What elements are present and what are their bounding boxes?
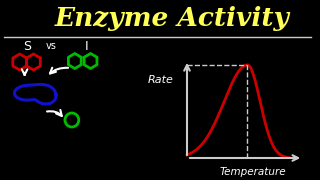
Text: Temperature: Temperature — [220, 167, 286, 177]
Text: Rate: Rate — [148, 75, 173, 85]
Text: S: S — [24, 39, 32, 53]
Text: Enzyme Activity: Enzyme Activity — [55, 6, 290, 30]
Text: I: I — [85, 39, 88, 53]
Text: vs: vs — [46, 41, 57, 51]
